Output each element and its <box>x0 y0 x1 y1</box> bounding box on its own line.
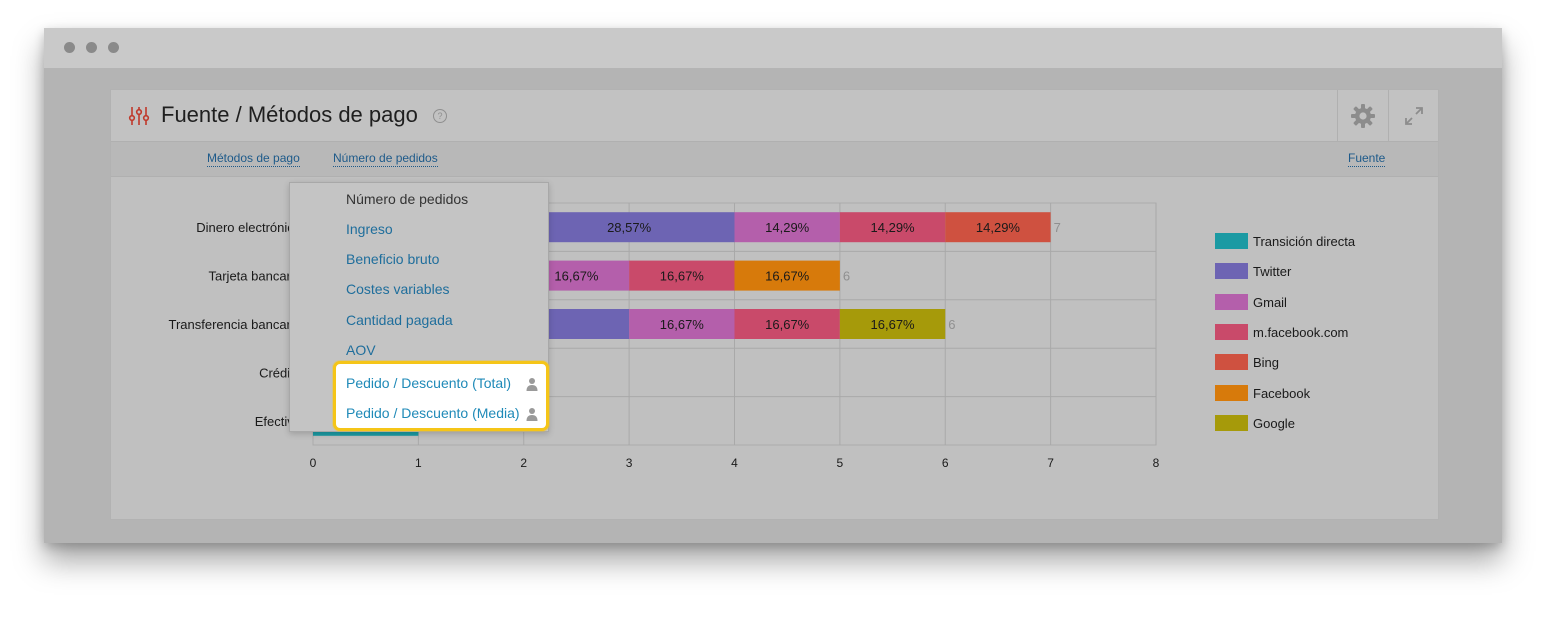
bar-segment <box>945 212 1051 243</box>
segment-label: 28,57% <box>607 220 652 235</box>
legend-swatch <box>1215 233 1248 249</box>
legend-swatch <box>1215 354 1248 371</box>
panel-title: Fuente / Métodos de pago <box>161 102 418 127</box>
total-label: 7 <box>1054 220 1061 235</box>
expand-button[interactable] <box>1388 90 1439 141</box>
x-tick-label: 0 <box>310 456 317 470</box>
segment-label: 14,29% <box>871 220 916 235</box>
tab-metodos-de-pago[interactable]: Métodos de pago <box>207 151 300 167</box>
legend-label: Twitter <box>1253 264 1292 280</box>
window-titlebar <box>44 28 1502 68</box>
dropdown-item-ingreso[interactable]: Ingreso <box>290 215 548 243</box>
legend-label: Gmail <box>1253 294 1287 310</box>
segment-label: 16,67% <box>765 317 810 332</box>
segment-label: 14,29% <box>765 220 810 235</box>
segment-label: 16,67% <box>765 269 810 284</box>
filter-bar: Métodos de pago Número de pedidos Fuente <box>111 142 1438 177</box>
bar-segment <box>523 212 735 243</box>
window-maximize-button[interactable] <box>108 42 119 53</box>
app-window: Fuente / Métodos de pago ? <box>44 28 1502 543</box>
legend-swatch <box>1215 323 1248 340</box>
legend-swatch <box>1215 293 1248 310</box>
dropdown-item-label: Ingreso <box>346 221 393 237</box>
category-label: Tarjeta bancaria <box>209 269 302 284</box>
tab-numero-de-pedidos[interactable]: Número de pedidos <box>333 151 438 167</box>
dropdown-header-label: Número de pedidos <box>346 191 469 207</box>
legend-label: Facebook <box>1253 385 1311 401</box>
segment-label: 16,67% <box>554 269 599 284</box>
segment-label: 16,67% <box>871 317 916 332</box>
category-label: Transferencia bancaria <box>169 317 302 332</box>
dropdown-item-costes-variables[interactable]: Costes variables <box>290 275 548 303</box>
bar-segment <box>839 309 946 339</box>
dropdown-item-label: Pedido / Descuento (Total) <box>346 375 511 391</box>
legend-swatch <box>1215 384 1248 401</box>
bar-segment <box>734 260 840 291</box>
help-icon[interactable]: ? <box>433 109 447 123</box>
user-icon <box>526 378 538 391</box>
window-close-button[interactable] <box>64 42 75 53</box>
legend-label: Transición directa <box>1253 234 1356 249</box>
bar-segment <box>734 212 840 243</box>
dropdown-item-label: Pedido / Descuento (Media) <box>346 405 520 421</box>
dropdown-item-pedido-descuento-media[interactable]: Pedido / Descuento (Media) <box>336 399 546 427</box>
tab-fuente[interactable]: Fuente <box>1348 151 1386 167</box>
category-label: Dinero electrónico <box>196 220 301 235</box>
segment-label: 16,67% <box>660 317 705 332</box>
x-tick-label: 2 <box>520 456 527 470</box>
legend-label: m.facebook.com <box>1253 324 1349 340</box>
legend-label: Bing <box>1253 355 1280 371</box>
bar-segment <box>734 309 840 339</box>
x-tick-label: 1 <box>415 456 422 470</box>
user-icon <box>526 408 538 421</box>
x-tick-label: 3 <box>626 456 633 470</box>
dropdown-item-label: AOV <box>346 342 376 358</box>
x-tick-label: 6 <box>942 456 949 470</box>
legend-swatch <box>1215 263 1248 280</box>
total-label: 6 <box>948 317 955 332</box>
settings-button[interactable] <box>1337 90 1388 141</box>
legend-swatch <box>1215 414 1248 431</box>
dropdown-header: Número de pedidos <box>290 185 548 213</box>
filters-icon[interactable] <box>128 105 150 127</box>
segment-label: 16,67% <box>660 269 705 284</box>
dropdown-item-label: Beneficio bruto <box>346 251 440 267</box>
dropdown-item-aov[interactable]: AOV <box>290 336 548 364</box>
segment-label: 14,29% <box>976 220 1021 235</box>
x-tick-label: 7 <box>1047 456 1054 470</box>
bar-segment <box>839 212 946 243</box>
x-tick-label: 5 <box>837 456 844 470</box>
x-tick-label: 8 <box>1153 456 1160 470</box>
dropdown-item-beneficio-bruto[interactable]: Beneficio bruto <box>290 245 548 273</box>
gear-icon <box>1351 104 1375 128</box>
dropdown-item-label: Costes variables <box>346 281 450 297</box>
dropdown-item-pedido-descuento-total[interactable]: Pedido / Descuento (Total) <box>336 369 546 397</box>
dropdown-item-label: Cantidad pagada <box>346 312 453 328</box>
expand-icon <box>1405 107 1423 125</box>
bar-segment <box>629 260 735 291</box>
total-label: 6 <box>843 269 850 284</box>
legend-label: Google <box>1253 415 1295 431</box>
window-minimize-button[interactable] <box>86 42 97 53</box>
dropdown-item-cantidad-pagada[interactable]: Cantidad pagada <box>290 306 548 334</box>
highlighted-custom-metrics: Pedido / Descuento (Total) Pedido / Desc… <box>333 361 549 431</box>
bar-segment <box>629 309 735 339</box>
panel-header: Fuente / Métodos de pago ? <box>111 90 1438 142</box>
x-tick-label: 4 <box>731 456 738 470</box>
